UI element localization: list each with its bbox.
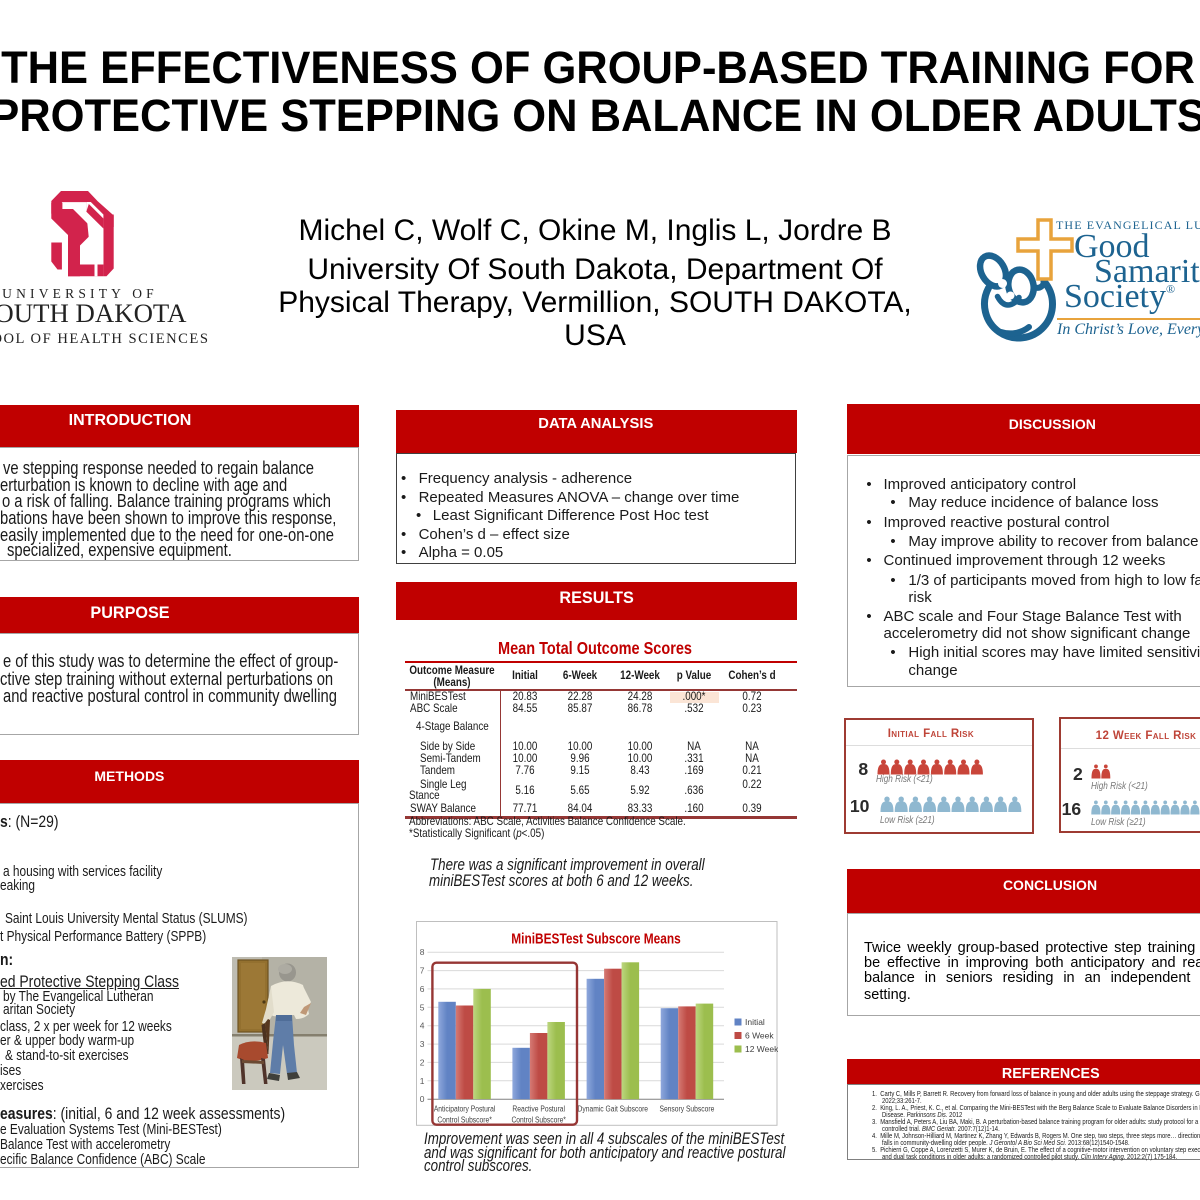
svg-text:8: 8: [420, 947, 425, 957]
svg-text:5: 5: [420, 1002, 425, 1012]
svg-text:12 Week: 12 Week: [745, 1044, 778, 1054]
svg-text:Dynamic Gait Subscore: Dynamic Gait Subscore: [578, 1104, 649, 1114]
svg-text:0: 0: [420, 1094, 425, 1104]
svg-text:Control Subscore*: Control Subscore*: [438, 1115, 493, 1125]
svg-text:2: 2: [420, 1057, 425, 1067]
svg-text:1: 1: [420, 1076, 425, 1086]
svg-text:3: 3: [420, 1039, 425, 1049]
svg-text:Control Subscore*: Control Subscore*: [512, 1115, 567, 1125]
svg-text:Initial: Initial: [745, 1017, 765, 1027]
svg-text:7: 7: [420, 966, 425, 976]
svg-text:6: 6: [420, 984, 425, 994]
svg-text:4: 4: [420, 1021, 425, 1031]
svg-text:Anticipatory Postural: Anticipatory Postural: [434, 1104, 496, 1114]
svg-text:6 Week: 6 Week: [745, 1030, 774, 1040]
svg-text:MiniBESTest Subscore Means: MiniBESTest Subscore Means: [512, 930, 681, 946]
svg-text:Sensory Subscore: Sensory Subscore: [660, 1104, 715, 1114]
svg-text:Reactive Postural: Reactive Postural: [513, 1104, 566, 1114]
